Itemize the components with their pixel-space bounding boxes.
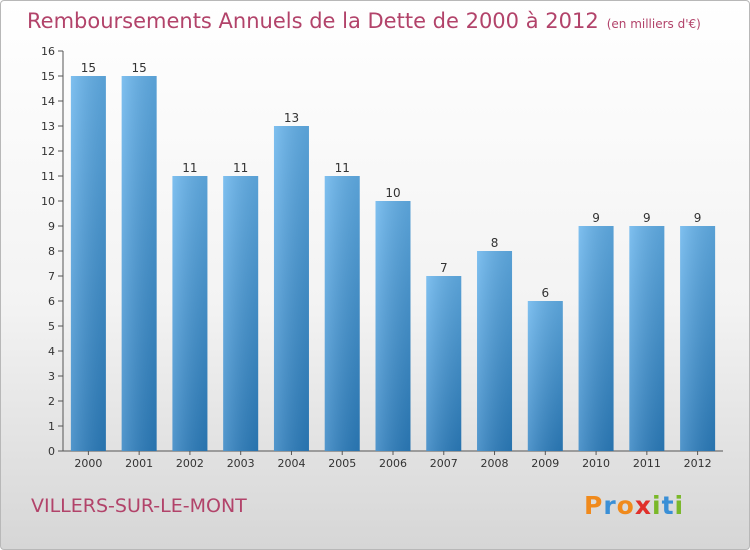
data-label: 7 — [440, 261, 448, 275]
y-tick-label: 13 — [41, 120, 55, 133]
bar-shade — [324, 176, 360, 451]
labels: 15 2000 15 2001 11 2002 11 2003 13 2004 11 2005 10 20… — [74, 61, 711, 470]
bar-shade — [223, 176, 259, 451]
y-tick-label: 2 — [48, 395, 55, 408]
bar-shade — [629, 226, 665, 451]
data-label: 15 — [81, 61, 96, 75]
y-tick-label: 10 — [41, 195, 55, 208]
x-tick-label: 2001 — [125, 457, 153, 470]
data-label: 8 — [491, 236, 499, 250]
data-label: 9 — [694, 211, 702, 225]
y-tick-label: 3 — [48, 370, 55, 383]
x-tick-label: 2004 — [277, 457, 305, 470]
chart-title: Remboursements Annuels de la Dette de 20… — [27, 9, 701, 33]
x-tick-label: 2008 — [481, 457, 509, 470]
y-tick-label: 14 — [41, 95, 55, 108]
x-tick-label: 2012 — [684, 457, 712, 470]
bar-shade — [527, 301, 563, 451]
y-tick-label: 1 — [48, 420, 55, 433]
x-tick-label: 2010 — [582, 457, 610, 470]
data-label: 15 — [132, 61, 147, 75]
logo-letter: i — [652, 491, 662, 520]
data-label: 9 — [592, 211, 600, 225]
bar-shade — [375, 201, 411, 451]
data-label: 11 — [182, 161, 197, 175]
y-tick-label: 16 — [41, 45, 55, 58]
y-tick-label: 6 — [48, 295, 55, 308]
bar-shade — [578, 226, 614, 451]
x-tick-label: 2011 — [633, 457, 661, 470]
x-tick-label: 2005 — [328, 457, 356, 470]
y-tick-label: 9 — [48, 220, 55, 233]
bar-shade — [172, 176, 208, 451]
x-tick-label: 2002 — [176, 457, 204, 470]
proxiti-logo: Proxiti — [584, 491, 684, 520]
x-tick-label: 2009 — [531, 457, 559, 470]
chart-subtitle: (en milliers d'€) — [606, 17, 701, 31]
y-tick-label: 15 — [41, 70, 55, 83]
logo-letter: o — [616, 491, 635, 520]
data-label: 11 — [233, 161, 248, 175]
x-tick-label: 2006 — [379, 457, 407, 470]
x-tick-label: 2003 — [227, 457, 255, 470]
y-tick-label: 4 — [48, 345, 55, 358]
bar-shade — [680, 226, 716, 451]
data-label: 13 — [284, 111, 299, 125]
bar-shade — [426, 276, 462, 451]
data-label: 9 — [643, 211, 651, 225]
logo-letter: x — [634, 491, 652, 520]
bars — [70, 76, 716, 451]
data-label: 10 — [385, 186, 400, 200]
bar-shade — [121, 76, 157, 451]
bar-shade — [477, 251, 513, 451]
x-tick-label: 2007 — [430, 457, 458, 470]
y-tick-label: 12 — [41, 145, 55, 158]
logo-letter: i — [674, 491, 685, 520]
y-tick-label: 7 — [48, 270, 55, 283]
data-label: 11 — [335, 161, 350, 175]
bar-shade — [273, 126, 309, 451]
bar-shade — [70, 76, 106, 451]
data-label: 6 — [541, 286, 549, 300]
y-tick-label: 5 — [48, 320, 55, 333]
x-tick-label: 2000 — [74, 457, 102, 470]
logo-letter: t — [661, 491, 675, 520]
y-tick-label: 0 — [48, 445, 55, 458]
location-name: VILLERS-SUR-LE-MONT — [31, 495, 247, 517]
chart-title-text: Remboursements Annuels de la Dette de 20… — [27, 9, 599, 33]
y-tick-label: 8 — [48, 245, 55, 258]
logo-letter: r — [603, 491, 617, 520]
logo-letter: P — [584, 491, 604, 520]
y-tick-label: 11 — [41, 170, 55, 183]
